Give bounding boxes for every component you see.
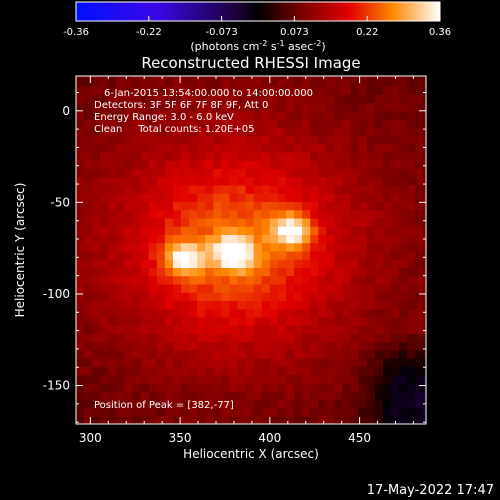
x-tick-label: 400 [258, 431, 281, 445]
colorbar [75, 1, 441, 22]
x-tick-label: 450 [348, 431, 371, 445]
annotation-energy: Energy Range: 3.0 - 6.0 keV [94, 112, 234, 123]
y-tick-label: -150 [43, 379, 70, 393]
axes: 300 350 400 450 0 -50 -100 -150 [43, 76, 426, 445]
colorbar-tick-label: 0.22 [356, 27, 378, 38]
x-axis-label: Heliocentric X (arcsec) [183, 447, 319, 461]
colorbar-unit: (photons cm-2 s-1 asec-2) [190, 39, 325, 53]
annotation-time: 6-Jan-2015 13:54:00.000 to 14:00:00.000 [104, 88, 313, 99]
colorbar-tick-label: -0.22 [136, 27, 162, 38]
y-tick-label: -100 [43, 287, 70, 301]
peak-position-label: Position of Peak = [382,-77] [94, 400, 234, 411]
annotation-counts: Clean Total counts: 1.20E+05 [94, 124, 254, 135]
y-tick-label: -50 [50, 195, 70, 209]
colorbar-ticks: -0.36 -0.22 -0.073 0.073 0.22 0.36 [63, 16, 451, 38]
colorbar-tick-label: 0.36 [429, 27, 451, 38]
y-tick-label: 0 [62, 104, 70, 118]
annotation-block: 6-Jan-2015 13:54:00.000 to 14:00:00.000 … [94, 88, 313, 135]
y-axis-label: Heliocentric Y (arcsec) [13, 183, 27, 318]
plot-frame [75, 75, 427, 425]
heatmap-image [76, 76, 426, 424]
chart-title: Reconstructed RHESSI Image [141, 54, 360, 72]
colorbar-tick-label: 0.073 [280, 27, 309, 38]
x-tick-label: 300 [79, 431, 102, 445]
timestamp: 17-May-2022 17:47 [367, 483, 494, 498]
x-tick-label: 350 [169, 431, 192, 445]
colorbar-tick-label: -0.36 [63, 27, 89, 38]
annotation-detectors: Detectors: 3F 5F 6F 7F 8F 9F, Att 0 [94, 100, 268, 111]
colorbar-tick-label: -0.073 [205, 27, 237, 38]
